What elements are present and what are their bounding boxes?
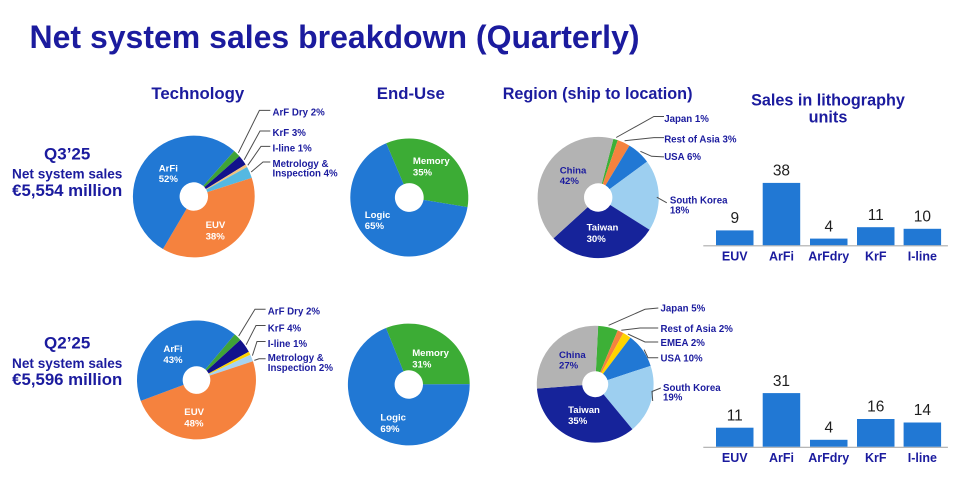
svg-text:14: 14 (914, 402, 932, 419)
svg-text:9: 9 (730, 210, 739, 227)
svg-text:52%: 52% (159, 174, 179, 185)
svg-text:11: 11 (868, 207, 884, 224)
svg-text:11: 11 (727, 407, 743, 424)
svg-text:KrF 3%: KrF 3% (273, 128, 307, 139)
svg-text:43%: 43% (163, 355, 183, 366)
svg-text:China: China (560, 165, 587, 176)
svg-text:ArFi: ArFi (159, 163, 178, 174)
svg-text:Inspection 2%: Inspection 2% (268, 363, 334, 374)
svg-text:Logic: Logic (365, 210, 391, 221)
svg-text:€5,554 million: €5,554 million (12, 181, 122, 200)
svg-text:4: 4 (824, 419, 833, 436)
svg-text:ArFdry: ArFdry (808, 250, 849, 264)
svg-text:42%: 42% (560, 176, 580, 187)
svg-text:ArF Dry 2%: ArF Dry 2% (268, 306, 321, 317)
svg-text:I-line: I-line (908, 451, 937, 465)
svg-text:Net system sales breakdown (Qu: Net system sales breakdown (Quarterly) (30, 19, 640, 55)
svg-text:China: China (559, 350, 586, 361)
svg-text:USA 10%: USA 10% (661, 354, 704, 365)
svg-text:Technology: Technology (151, 84, 245, 103)
svg-text:Net system sales: Net system sales (12, 356, 122, 371)
svg-text:Sales in lithography: Sales in lithography (751, 92, 905, 110)
svg-text:KrF 4%: KrF 4% (268, 324, 302, 335)
svg-text:ArFi: ArFi (769, 451, 794, 465)
svg-text:35%: 35% (568, 416, 588, 427)
svg-text:Rest of Asia 3%: Rest of Asia 3% (664, 134, 737, 145)
svg-text:€5,596 million: €5,596 million (12, 370, 122, 389)
svg-text:27%: 27% (559, 361, 579, 372)
svg-text:30%: 30% (587, 234, 607, 245)
svg-text:35%: 35% (413, 167, 433, 178)
svg-text:EUV: EUV (184, 407, 204, 418)
svg-text:18%: 18% (670, 205, 690, 216)
svg-text:ArF Dry 2%: ArF Dry 2% (273, 108, 326, 119)
svg-text:ArFdry: ArFdry (808, 451, 849, 465)
svg-text:Inspection 4%: Inspection 4% (273, 168, 339, 179)
svg-text:units: units (809, 109, 848, 127)
svg-text:KrF: KrF (865, 250, 887, 264)
svg-text:South Korea: South Korea (670, 196, 728, 207)
svg-text:USA 6%: USA 6% (664, 152, 701, 163)
svg-text:EUV: EUV (722, 451, 748, 465)
svg-text:End-Use: End-Use (377, 84, 445, 103)
svg-text:Metrology &: Metrology & (273, 159, 329, 170)
svg-text:ArFi: ArFi (163, 344, 182, 355)
svg-text:48%: 48% (184, 418, 204, 429)
svg-text:69%: 69% (380, 424, 400, 435)
svg-text:65%: 65% (365, 221, 385, 232)
svg-text:Region (ship to location): Region (ship to location) (503, 85, 693, 103)
svg-text:EUV: EUV (722, 250, 748, 264)
svg-text:Japan 5%: Japan 5% (661, 304, 706, 315)
svg-text:EUV: EUV (206, 220, 226, 231)
svg-text:Q2’25: Q2’25 (44, 334, 90, 353)
svg-text:Metrology &: Metrology & (268, 353, 324, 364)
svg-text:10: 10 (914, 209, 932, 226)
svg-text:16: 16 (867, 399, 884, 416)
svg-text:Rest of Asia 2%: Rest of Asia 2% (661, 324, 734, 335)
svg-text:38: 38 (773, 163, 790, 180)
svg-text:I-line 1%: I-line 1% (268, 339, 308, 350)
svg-text:Japan 1%: Japan 1% (664, 114, 709, 125)
svg-text:Net system sales: Net system sales (12, 167, 122, 182)
svg-text:I-line 1%: I-line 1% (273, 143, 313, 154)
svg-text:Memory: Memory (412, 348, 449, 359)
svg-text:31: 31 (773, 373, 790, 390)
svg-text:Taiwan: Taiwan (568, 405, 600, 416)
svg-text:Taiwan: Taiwan (587, 222, 619, 233)
svg-text:31%: 31% (412, 360, 432, 371)
svg-text:38%: 38% (206, 232, 226, 243)
svg-text:South Korea: South Korea (663, 383, 721, 394)
svg-text:Q3’25: Q3’25 (44, 145, 90, 164)
svg-text:EMEA 2%: EMEA 2% (661, 338, 706, 349)
svg-text:Logic: Logic (380, 413, 406, 424)
svg-text:4: 4 (824, 218, 833, 235)
svg-text:KrF: KrF (865, 451, 887, 465)
svg-text:19%: 19% (663, 393, 683, 404)
svg-text:I-line: I-line (908, 250, 937, 264)
svg-text:ArFi: ArFi (769, 250, 794, 264)
svg-text:Memory: Memory (413, 156, 450, 167)
